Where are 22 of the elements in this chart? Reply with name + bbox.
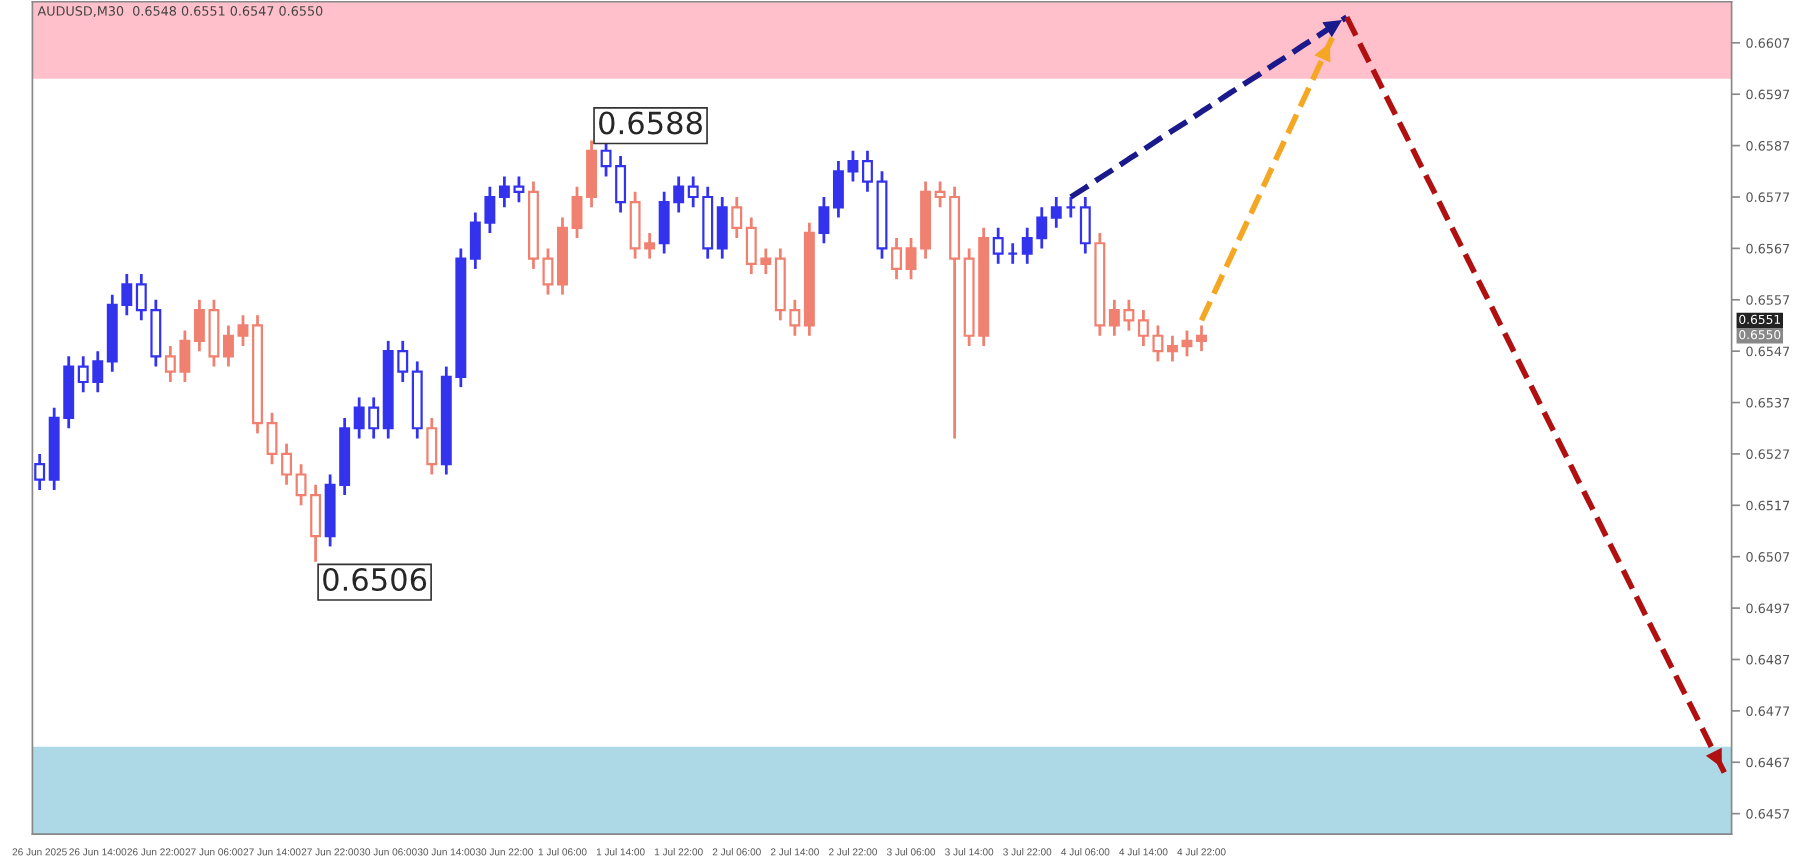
candlestick [222, 324, 234, 368]
line-series [1343, 14, 1728, 776]
candlestick [992, 226, 1004, 266]
candlestick [542, 246, 554, 297]
candlestick [731, 195, 743, 240]
line-series [1068, 14, 1350, 200]
candlestick [571, 185, 583, 240]
candlestick [891, 236, 902, 281]
candlestick [1181, 329, 1193, 358]
candlestick [862, 149, 873, 194]
candlestick [818, 195, 830, 245]
candlestick [586, 139, 598, 209]
candlestick [237, 313, 249, 348]
annotation: 0.6506 [323, 567, 427, 592]
candlestick [716, 195, 728, 261]
candlestick [266, 411, 278, 466]
candlestick [34, 452, 46, 492]
candlestick [1050, 195, 1062, 230]
candlestick [1196, 324, 1207, 353]
candlestick [281, 442, 293, 487]
candlestick [1166, 334, 1178, 363]
annotation: 0.6588 [599, 111, 702, 135]
